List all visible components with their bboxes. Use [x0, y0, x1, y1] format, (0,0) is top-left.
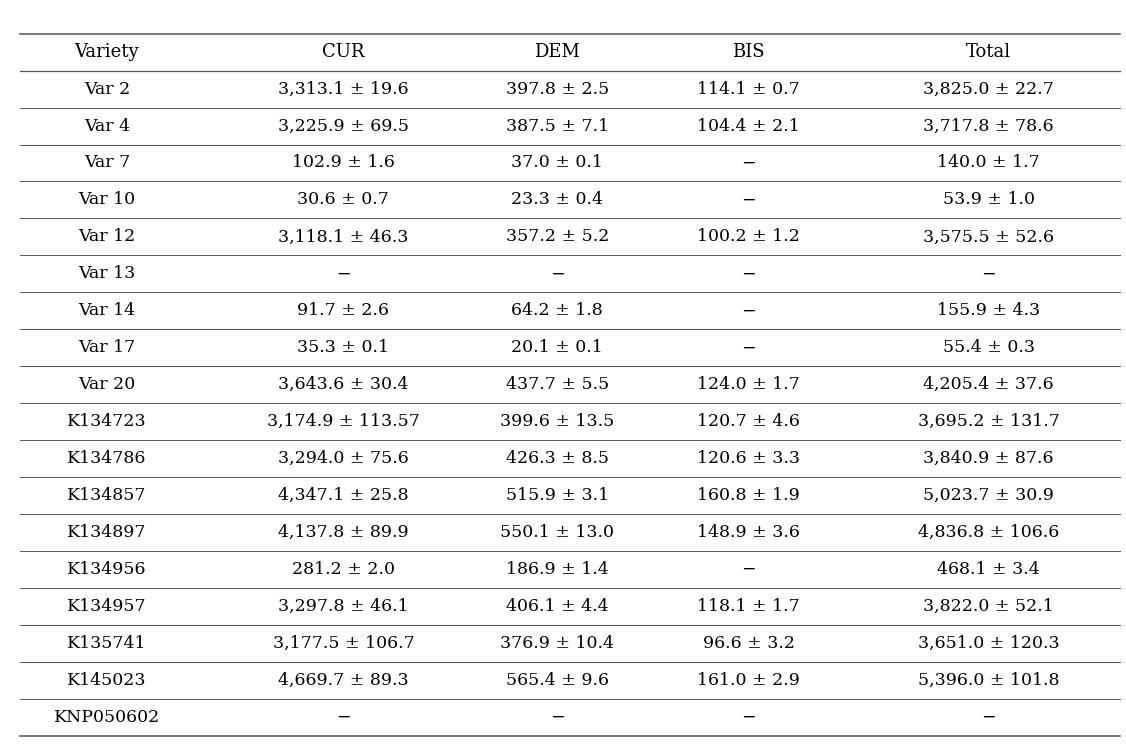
Text: −: −	[742, 561, 756, 577]
Text: 35.3 ± 0.1: 35.3 ± 0.1	[297, 339, 390, 357]
Text: 186.9 ± 1.4: 186.9 ± 1.4	[506, 561, 609, 577]
Text: KNP050602: KNP050602	[54, 709, 160, 726]
Text: 437.7 ± 5.5: 437.7 ± 5.5	[506, 376, 609, 393]
Text: −: −	[982, 709, 995, 726]
Text: 357.2 ± 5.2: 357.2 ± 5.2	[506, 228, 609, 246]
Text: 5,023.7 ± 30.9: 5,023.7 ± 30.9	[923, 487, 1054, 504]
Text: 118.1 ± 1.7: 118.1 ± 1.7	[697, 598, 801, 615]
Text: −: −	[982, 265, 995, 282]
Text: BIS: BIS	[733, 43, 765, 61]
Text: 281.2 ± 2.0: 281.2 ± 2.0	[292, 561, 395, 577]
Text: 91.7 ± 2.6: 91.7 ± 2.6	[297, 303, 390, 319]
Text: 53.9 ± 1.0: 53.9 ± 1.0	[942, 192, 1035, 208]
Text: 64.2 ± 1.8: 64.2 ± 1.8	[511, 303, 604, 319]
Text: K135741: K135741	[68, 634, 146, 652]
Text: 4,347.1 ± 25.8: 4,347.1 ± 25.8	[278, 487, 409, 504]
Text: −: −	[551, 709, 564, 726]
Text: K145023: K145023	[68, 672, 146, 688]
Text: Variety: Variety	[74, 43, 140, 61]
Text: 4,836.8 ± 106.6: 4,836.8 ± 106.6	[918, 524, 1060, 541]
Text: 148.9 ± 3.6: 148.9 ± 3.6	[697, 524, 801, 541]
Text: 468.1 ± 3.4: 468.1 ± 3.4	[937, 561, 1040, 577]
Text: 4,669.7 ± 89.3: 4,669.7 ± 89.3	[278, 672, 409, 688]
Text: 160.8 ± 1.9: 160.8 ± 1.9	[697, 487, 801, 504]
Text: 4,137.8 ± 89.9: 4,137.8 ± 89.9	[278, 524, 409, 541]
Text: 96.6 ± 3.2: 96.6 ± 3.2	[703, 634, 795, 652]
Text: 3,695.2 ± 131.7: 3,695.2 ± 131.7	[918, 413, 1060, 430]
Text: 161.0 ± 2.9: 161.0 ± 2.9	[697, 672, 801, 688]
Text: K134723: K134723	[68, 413, 146, 430]
Text: −: −	[742, 303, 756, 319]
Text: Var 4: Var 4	[84, 118, 129, 135]
Text: CUR: CUR	[322, 43, 365, 61]
Text: −: −	[742, 154, 756, 172]
Text: Var 13: Var 13	[79, 265, 135, 282]
Text: −: −	[742, 709, 756, 726]
Text: Var 14: Var 14	[79, 303, 135, 319]
Text: 3,825.0 ± 22.7: 3,825.0 ± 22.7	[923, 81, 1054, 97]
Text: 3,575.5 ± 52.6: 3,575.5 ± 52.6	[923, 228, 1054, 246]
Text: DEM: DEM	[535, 43, 580, 61]
Text: 3,174.9 ± 113.57: 3,174.9 ± 113.57	[267, 413, 420, 430]
Text: 120.7 ± 4.6: 120.7 ± 4.6	[697, 413, 801, 430]
Text: −: −	[742, 339, 756, 357]
Text: −: −	[551, 265, 564, 282]
Text: 100.2 ± 1.2: 100.2 ± 1.2	[697, 228, 801, 246]
Text: Var 2: Var 2	[83, 81, 131, 97]
Text: 397.8 ± 2.5: 397.8 ± 2.5	[506, 81, 609, 97]
Text: 3,717.8 ± 78.6: 3,717.8 ± 78.6	[923, 118, 1054, 135]
Text: 5,396.0 ± 101.8: 5,396.0 ± 101.8	[918, 672, 1060, 688]
Text: 140.0 ± 1.7: 140.0 ± 1.7	[937, 154, 1040, 172]
Text: 3,294.0 ± 75.6: 3,294.0 ± 75.6	[278, 450, 409, 467]
Text: −: −	[742, 265, 756, 282]
Text: K134956: K134956	[68, 561, 146, 577]
Text: −: −	[742, 192, 756, 208]
Text: 387.5 ± 7.1: 387.5 ± 7.1	[506, 118, 609, 135]
Text: 30.6 ± 0.7: 30.6 ± 0.7	[297, 192, 390, 208]
Text: 3,840.9 ± 87.6: 3,840.9 ± 87.6	[923, 450, 1054, 467]
Text: Var 10: Var 10	[79, 192, 135, 208]
Text: Total: Total	[966, 43, 1011, 61]
Text: −: −	[337, 265, 350, 282]
Text: 3,313.1 ± 19.6: 3,313.1 ± 19.6	[278, 81, 409, 97]
Text: 376.9 ± 10.4: 376.9 ± 10.4	[500, 634, 615, 652]
Text: 3,651.0 ± 120.3: 3,651.0 ± 120.3	[918, 634, 1060, 652]
Text: 104.4 ± 2.1: 104.4 ± 2.1	[697, 118, 801, 135]
Text: 426.3 ± 8.5: 426.3 ± 8.5	[506, 450, 609, 467]
Text: K134786: K134786	[68, 450, 146, 467]
Text: 124.0 ± 1.7: 124.0 ± 1.7	[697, 376, 801, 393]
Text: Var 12: Var 12	[79, 228, 135, 246]
Text: K134957: K134957	[68, 598, 146, 615]
Text: Var 7: Var 7	[83, 154, 131, 172]
Text: K134857: K134857	[68, 487, 146, 504]
Text: Var 17: Var 17	[79, 339, 135, 357]
Text: Var 20: Var 20	[79, 376, 135, 393]
Text: 120.6 ± 3.3: 120.6 ± 3.3	[697, 450, 801, 467]
Text: 20.1 ± 0.1: 20.1 ± 0.1	[511, 339, 604, 357]
Text: K134897: K134897	[68, 524, 146, 541]
Text: 406.1 ± 4.4: 406.1 ± 4.4	[506, 598, 609, 615]
Text: 4,205.4 ± 37.6: 4,205.4 ± 37.6	[923, 376, 1054, 393]
Text: 3,297.8 ± 46.1: 3,297.8 ± 46.1	[278, 598, 409, 615]
Text: 155.9 ± 4.3: 155.9 ± 4.3	[937, 303, 1040, 319]
Text: 37.0 ± 0.1: 37.0 ± 0.1	[511, 154, 604, 172]
Text: 515.9 ± 3.1: 515.9 ± 3.1	[506, 487, 609, 504]
Text: 3,822.0 ± 52.1: 3,822.0 ± 52.1	[923, 598, 1054, 615]
Text: 550.1 ± 13.0: 550.1 ± 13.0	[500, 524, 615, 541]
Text: 3,177.5 ± 106.7: 3,177.5 ± 106.7	[272, 634, 414, 652]
Text: 3,643.6 ± 30.4: 3,643.6 ± 30.4	[278, 376, 409, 393]
Text: 55.4 ± 0.3: 55.4 ± 0.3	[942, 339, 1035, 357]
Text: 114.1 ± 0.7: 114.1 ± 0.7	[697, 81, 801, 97]
Text: 399.6 ± 13.5: 399.6 ± 13.5	[500, 413, 615, 430]
Text: 565.4 ± 9.6: 565.4 ± 9.6	[506, 672, 609, 688]
Text: 23.3 ± 0.4: 23.3 ± 0.4	[511, 192, 604, 208]
Text: 3,118.1 ± 46.3: 3,118.1 ± 46.3	[278, 228, 409, 246]
Text: 3,225.9 ± 69.5: 3,225.9 ± 69.5	[278, 118, 409, 135]
Text: 102.9 ± 1.6: 102.9 ± 1.6	[292, 154, 395, 172]
Text: −: −	[337, 709, 350, 726]
